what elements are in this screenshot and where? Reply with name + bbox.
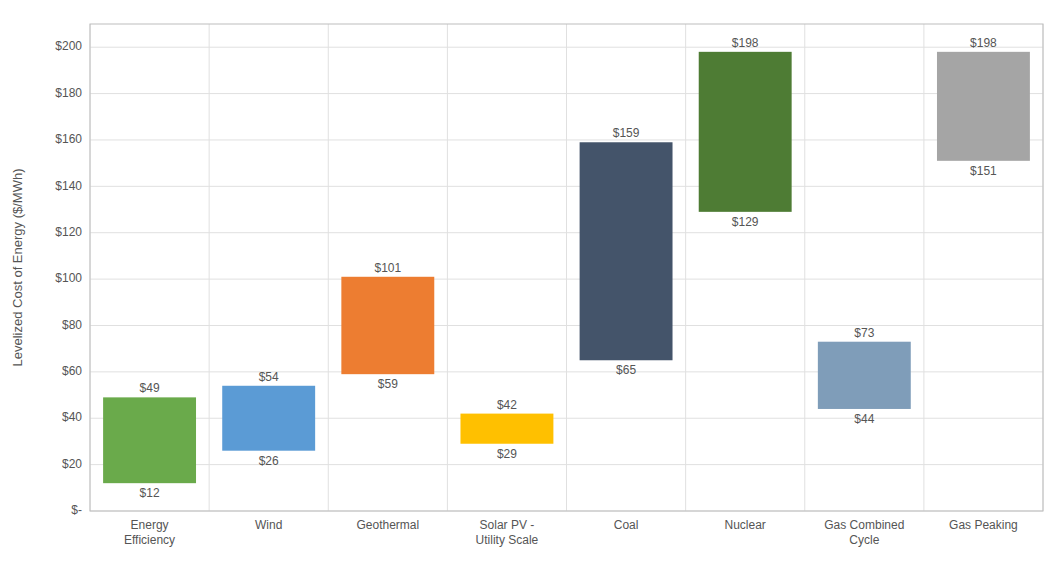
y-axis-label: Levelized Cost of Energy ($/MWh)	[10, 169, 25, 367]
y-tick-label: $80	[62, 318, 82, 332]
bar	[937, 52, 1030, 161]
high-value-label: $198	[732, 36, 759, 50]
column-divider	[447, 24, 448, 511]
x-tick-label: Nuclear	[725, 518, 766, 532]
y-tick-label: $-	[71, 503, 82, 517]
column-divider	[209, 24, 210, 511]
x-tick-label: Coal	[614, 518, 639, 532]
y-tick-label: $40	[62, 410, 82, 424]
x-tick-label-line: Geothermal	[356, 518, 419, 532]
bars	[103, 52, 1030, 483]
high-value-label: $159	[613, 126, 640, 140]
y-tick-label: $120	[55, 225, 82, 239]
x-tick-label: Gas CombinedCycle	[824, 518, 904, 547]
x-tick-label-line: Energy	[131, 518, 169, 532]
x-tick-label: EnergyEfficiency	[124, 518, 175, 547]
y-tick-label: $200	[55, 39, 82, 53]
bar	[699, 52, 792, 212]
y-tick-label: $100	[55, 271, 82, 285]
grid	[90, 24, 1043, 511]
y-tick-label: $160	[55, 132, 82, 146]
x-tick-label: Solar PV -Utility Scale	[476, 518, 539, 547]
low-value-label: $12	[140, 486, 160, 500]
x-tick-label: Geothermal	[356, 518, 419, 532]
column-divider	[328, 24, 329, 511]
bar	[222, 386, 315, 451]
bar	[818, 342, 911, 409]
y-tick-label: $140	[55, 179, 82, 193]
x-tick-label-line: Gas Combined	[824, 518, 904, 532]
x-tick-label-line: Utility Scale	[476, 533, 539, 547]
bar	[460, 414, 553, 444]
x-tick-label: Gas Peaking	[949, 518, 1018, 532]
y-tick-label: $20	[62, 457, 82, 471]
column-divider	[685, 24, 686, 511]
low-value-label: $151	[970, 164, 997, 178]
chart-svg: $- $20 $40 $60 $80 $100 $120 $140 $160 $180 $200 $4…	[0, 0, 1063, 575]
chart-container: $- $20 $40 $60 $80 $100 $120 $140 $160 $180 $200 $4…	[0, 0, 1063, 575]
high-value-label: $49	[140, 381, 160, 395]
high-value-label: $42	[497, 398, 517, 412]
plot-frame	[90, 24, 1043, 511]
high-value-label: $101	[374, 261, 401, 275]
bar	[103, 397, 196, 483]
x-tick-label-line: Gas Peaking	[949, 518, 1018, 532]
low-value-label: $26	[259, 454, 279, 468]
low-value-label: $44	[854, 412, 874, 426]
low-value-label: $59	[378, 377, 398, 391]
x-tick-label-line: Cycle	[849, 533, 879, 547]
x-tick-label-line: Coal	[614, 518, 639, 532]
bar	[580, 142, 673, 360]
high-value-label: $198	[970, 36, 997, 50]
high-value-label: $54	[259, 370, 279, 384]
low-value-label: $65	[616, 363, 636, 377]
low-value-label: $29	[497, 447, 517, 461]
column-divider	[923, 24, 924, 511]
low-value-label: $129	[732, 215, 759, 229]
y-tick-label: $60	[62, 364, 82, 378]
column-divider	[804, 24, 805, 511]
x-tick-label-line: Nuclear	[725, 518, 766, 532]
bar	[341, 277, 434, 374]
column-divider	[566, 24, 567, 511]
x-tick-label-line: Solar PV -	[480, 518, 535, 532]
x-tick-label-line: Wind	[255, 518, 282, 532]
high-value-label: $73	[854, 326, 874, 340]
x-tick-label-line: Efficiency	[124, 533, 175, 547]
y-tick-label: $180	[55, 86, 82, 100]
x-tick-label: Wind	[255, 518, 282, 532]
